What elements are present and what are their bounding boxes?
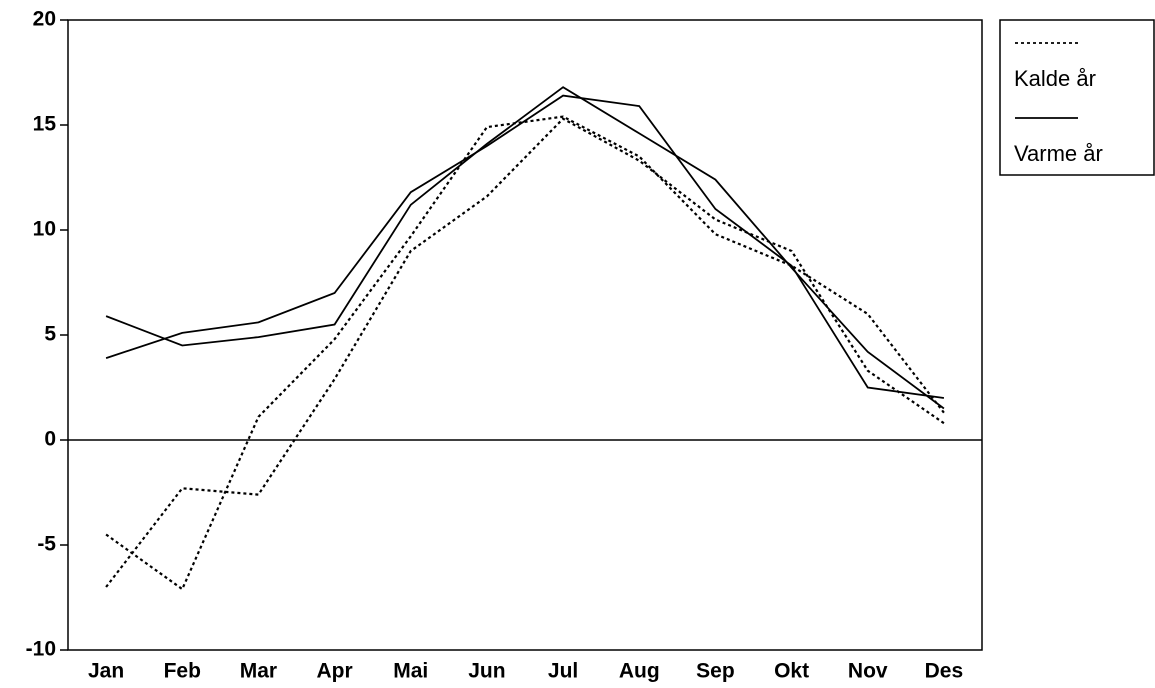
x-tick-label: Jan [88, 660, 124, 683]
line-series [105, 86, 945, 410]
line-series [105, 94, 945, 399]
x-tick-label: Jul [548, 660, 578, 683]
line-series [105, 117, 945, 588]
legend-box [999, 19, 1155, 176]
x-tick-label: Mar [240, 660, 277, 683]
x-tick-label: Mai [393, 660, 428, 683]
y-tick-label: -5 [37, 533, 56, 556]
x-tick-label: Okt [774, 660, 809, 683]
x-tick-label: Des [925, 660, 964, 683]
x-tick-label: Apr [316, 660, 352, 683]
legend-label: Varme år [1014, 141, 1103, 166]
y-tick-label: 0 [44, 428, 56, 451]
x-tick-label: Feb [164, 660, 201, 683]
y-tick-label: 20 [33, 8, 56, 31]
y-tick-label: 5 [44, 323, 56, 346]
legend-label: Kalde år [1014, 66, 1096, 91]
x-tick-label: Nov [848, 660, 888, 683]
line-series [105, 115, 945, 591]
y-tick-label: 10 [33, 218, 56, 241]
x-tick-label: Sep [696, 660, 735, 683]
x-tick-label: Aug [619, 660, 660, 683]
y-tick-label: 15 [33, 113, 57, 136]
x-tick-label: Jun [468, 660, 505, 683]
y-tick-label: -10 [26, 638, 56, 661]
